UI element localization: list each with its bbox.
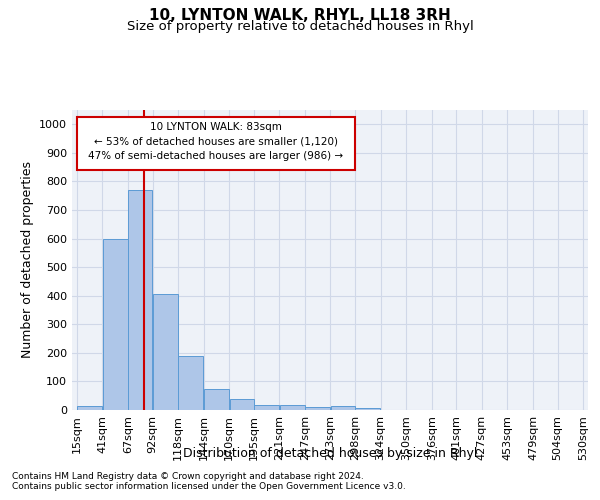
Y-axis label: Number of detached properties: Number of detached properties: [20, 162, 34, 358]
Bar: [204, 388, 229, 410]
Bar: [178, 356, 203, 410]
Bar: [254, 405, 279, 410]
Bar: [77, 117, 355, 170]
Text: 47% of semi-detached houses are larger (986) →: 47% of semi-detached houses are larger (…: [88, 150, 344, 160]
Text: Size of property relative to detached houses in Rhyl: Size of property relative to detached ho…: [127, 20, 473, 33]
Bar: [103, 238, 128, 410]
Bar: [230, 398, 254, 410]
Text: 10, LYNTON WALK, RHYL, LL18 3RH: 10, LYNTON WALK, RHYL, LL18 3RH: [149, 8, 451, 22]
Text: Distribution of detached houses by size in Rhyl: Distribution of detached houses by size …: [183, 448, 477, 460]
Bar: [280, 405, 305, 410]
Bar: [355, 408, 380, 410]
Bar: [153, 294, 178, 410]
Text: Contains public sector information licensed under the Open Government Licence v3: Contains public sector information licen…: [12, 482, 406, 491]
Text: ← 53% of detached houses are smaller (1,120): ← 53% of detached houses are smaller (1,…: [94, 136, 338, 146]
Text: Contains HM Land Registry data © Crown copyright and database right 2024.: Contains HM Land Registry data © Crown c…: [12, 472, 364, 481]
Text: 10 LYNTON WALK: 83sqm: 10 LYNTON WALK: 83sqm: [150, 122, 282, 132]
Bar: [305, 407, 330, 410]
Bar: [77, 406, 102, 410]
Bar: [128, 190, 152, 410]
Bar: [331, 406, 355, 410]
